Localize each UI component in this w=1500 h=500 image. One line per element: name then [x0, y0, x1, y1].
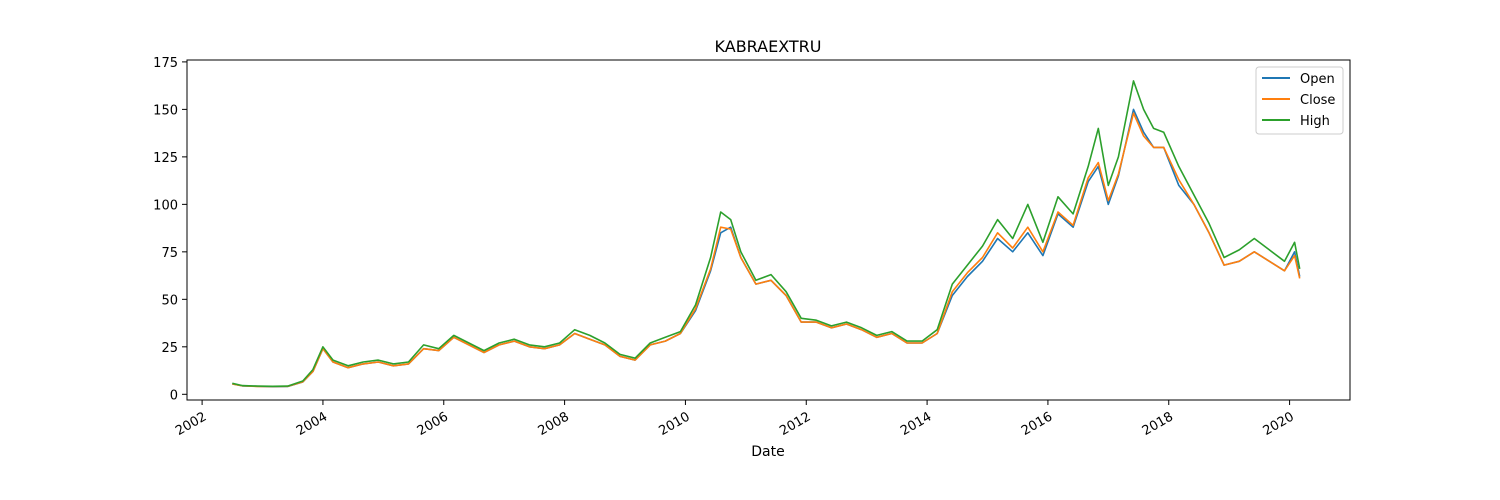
plot-frame — [186, 59, 1351, 401]
legend-label-open: Open — [1300, 72, 1335, 87]
y-tick-label: 100 — [153, 198, 178, 213]
y-axis: 0 25 50 75 100 125 150 175 — [153, 56, 187, 403]
series-layer — [232, 80, 1301, 388]
series-line-close — [232, 112, 1301, 388]
chart-title: KABRAEXTRU — [715, 37, 822, 56]
y-tick-label: 25 — [161, 341, 178, 356]
y-tick-label: 50 — [161, 293, 178, 308]
series-line-high — [232, 80, 1301, 388]
x-axis-title: Date — [751, 444, 784, 460]
y-tick-label: 75 — [161, 246, 178, 261]
legend-label-high: High — [1300, 114, 1330, 129]
y-tick-label: 0 — [170, 388, 178, 403]
y-tick-label: 175 — [153, 56, 178, 71]
legend: Open Close High — [1255, 66, 1344, 135]
legend-box — [1255, 66, 1344, 135]
legend-label-close: Close — [1300, 93, 1335, 108]
y-tick-label: 150 — [153, 103, 178, 118]
y-tick-label: 125 — [153, 151, 178, 166]
